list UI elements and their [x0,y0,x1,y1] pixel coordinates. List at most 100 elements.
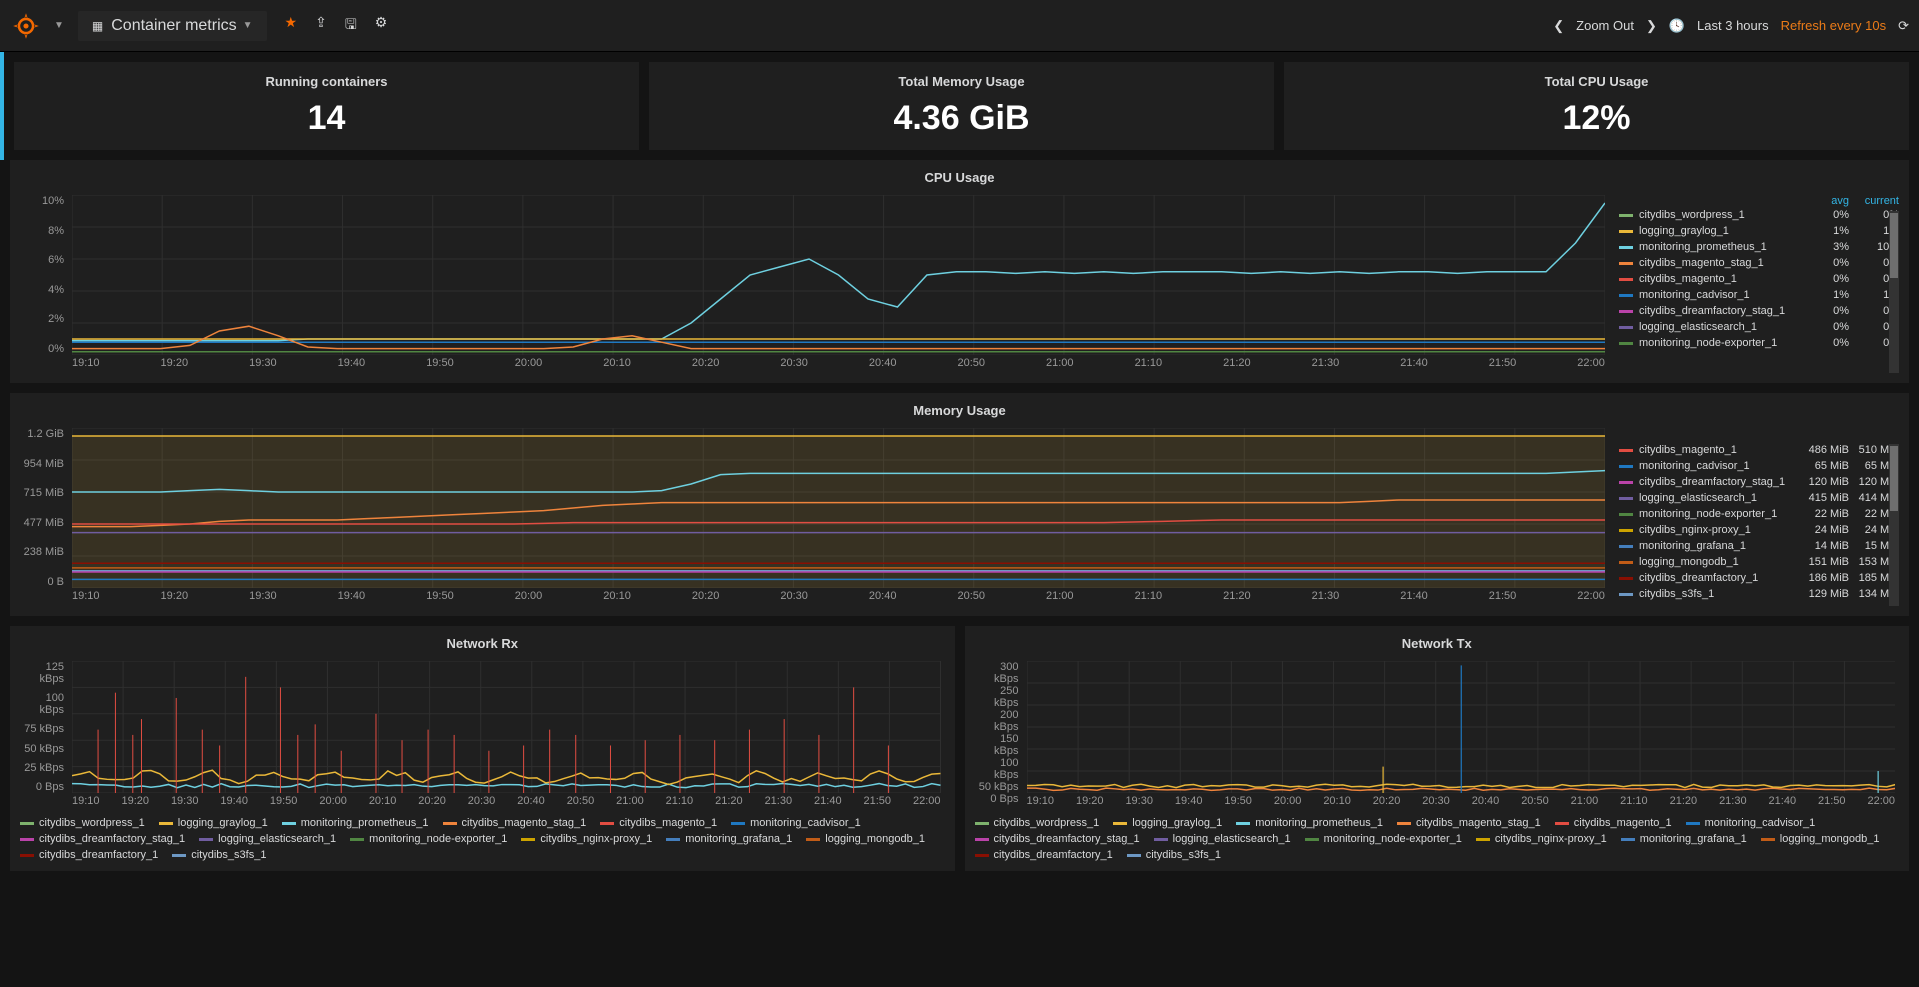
panel-title: Memory Usage [20,403,1899,418]
chart-plot[interactable] [72,661,941,793]
stat-value: 4.36 GiB [661,99,1262,138]
panel-title: Total CPU Usage [1296,74,1897,89]
legend-item[interactable]: citydibs_wordpress_10%0% [1619,207,1899,223]
legend-item[interactable]: citydibs_s3fs_1 [1127,849,1221,861]
zoom-next-icon[interactable]: ❯ [1646,18,1657,34]
settings-icon[interactable]: ⚙ [375,14,388,38]
legend-item[interactable]: logging_graylog_11%1% [1619,223,1899,239]
legend-item[interactable]: logging_graylog_1 [159,817,268,829]
legend-item[interactable]: monitoring_prometheus_1 [1236,817,1383,829]
legend-item[interactable]: monitoring_prometheus_1 [282,817,429,829]
panel-cpu-usage[interactable]: CPU Usage 10%8%6%4%2%0% 19:1019:2019:301… [10,160,1909,383]
scrollbar[interactable] [1889,211,1899,373]
panel-title: Running containers [26,74,627,89]
legend-item[interactable]: citydibs_s3fs_1 [172,849,266,861]
dashboard-title: Container metrics [111,17,236,35]
chart-plot[interactable] [1027,661,1896,793]
legend-item[interactable]: logging_mongodb_1 [806,833,925,845]
legend-item[interactable]: logging_elasticsearch_1415 MiB414 MiB [1619,490,1899,506]
legend-item[interactable]: monitoring_grafana_1 [666,833,792,845]
panel-title: Network Rx [20,636,945,651]
legend-item[interactable]: citydibs_wordpress_1 [20,817,145,829]
legend-item[interactable]: citydibs_magento_1 [600,817,717,829]
topbar: ▼ ▦ Container metrics ▼ ★ ⇪ 🖫 ⚙ ❮ Zoom O… [0,0,1919,52]
legend-item[interactable]: logging_elasticsearch_1 [199,833,336,845]
time-range-picker[interactable]: Last 3 hours [1697,18,1769,33]
panel-title: CPU Usage [20,170,1899,185]
legend-col-avg[interactable]: avg [1799,195,1849,207]
legend: avg current citydibs_wordpress_10%0%logg… [1619,195,1899,373]
legend-item[interactable]: citydibs_dreamfactory_stag_1120 MiB120 M… [1619,474,1899,490]
legend-item[interactable]: monitoring_node-exporter_1 [1305,833,1462,845]
legend-item[interactable]: monitoring_grafana_1 [1621,833,1747,845]
grafana-logo-icon[interactable] [10,10,42,42]
legend-item[interactable]: citydibs_magento_10%0% [1619,271,1899,287]
x-axis: 19:1019:2019:3019:4019:5020:0020:1020:20… [1027,795,1896,811]
legend-item[interactable]: logging_mongodb_1 [1761,833,1880,845]
legend-item[interactable]: citydibs_s3fs_1129 MiB134 MiB [1619,586,1899,602]
refresh-interval-picker[interactable]: Refresh every 10s [1781,18,1887,33]
legend-item[interactable]: monitoring_cadvisor_11%1% [1619,287,1899,303]
legend-item[interactable]: citydibs_nginx-proxy_1 [1476,833,1607,845]
zoom-out-button[interactable]: Zoom Out [1576,18,1634,33]
legend-item[interactable]: citydibs_dreamfactory_1 [975,849,1113,861]
legend-item[interactable]: citydibs_dreamfactory_stag_1 [20,833,185,845]
legend-item[interactable]: monitoring_cadvisor_1 [731,817,861,829]
legend: citydibs_wordpress_1logging_graylog_1mon… [975,817,1900,861]
stat-value: 12% [1296,99,1897,138]
panel-network-rx[interactable]: Network Rx 125 kBps100 kBps75 kBps50 kBp… [10,626,955,871]
panel-memory-usage[interactable]: Memory Usage 1.2 GiB954 MiB715 MiB477 Mi… [10,393,1909,616]
legend-item[interactable]: monitoring_cadvisor_1 [1686,817,1816,829]
share-icon[interactable]: ⇪ [315,14,327,38]
scrollbar[interactable] [1889,444,1899,606]
legend-item[interactable]: monitoring_node-exporter_1 [350,833,507,845]
legend-item[interactable]: logging_mongodb_1151 MiB153 MiB [1619,554,1899,570]
stat-total-cpu[interactable]: Total CPU Usage 12% [1284,62,1909,150]
legend-item[interactable]: logging_elasticsearch_1 [1154,833,1291,845]
legend-item[interactable]: monitoring_node-exporter_122 MiB22 MiB [1619,506,1899,522]
legend-item[interactable]: citydibs_nginx-proxy_124 MiB24 MiB [1619,522,1899,538]
legend-item[interactable]: logging_elasticsearch_10%0% [1619,319,1899,335]
legend-item[interactable]: citydibs_dreamfactory_1186 MiB185 MiB [1619,570,1899,586]
chart-plot[interactable] [72,428,1605,588]
chart-plot[interactable] [72,195,1605,355]
chevron-down-icon: ▼ [243,20,253,31]
x-axis: 19:1019:2019:3019:4019:5020:0020:1020:20… [72,795,941,811]
dashboard-picker[interactable]: ▦ Container metrics ▼ [78,11,267,41]
stat-value: 14 [26,99,627,138]
legend-item[interactable]: monitoring_node-exporter_10%0% [1619,335,1899,351]
y-axis: 125 kBps100 kBps75 kBps50 kBps25 kBps0 B… [20,661,70,793]
panel-title: Total Memory Usage [661,74,1262,89]
legend: citydibs_wordpress_1logging_graylog_1mon… [20,817,945,861]
panel-network-tx[interactable]: Network Tx 300 kBps250 kBps200 kBps150 k… [965,626,1910,871]
legend-item[interactable]: citydibs_magento_1486 MiB510 MiB [1619,442,1899,458]
dashboard-grid-icon: ▦ [92,19,103,33]
legend-item[interactable]: monitoring_grafana_114 MiB15 MiB [1619,538,1899,554]
logo-dropdown-icon[interactable]: ▼ [54,20,64,31]
stat-running-containers[interactable]: Running containers 14 [14,62,639,150]
legend-item[interactable]: citydibs_magento_1 [1555,817,1672,829]
legend-item[interactable]: monitoring_prometheus_13%10% [1619,239,1899,255]
legend-item[interactable]: citydibs_nginx-proxy_1 [521,833,652,845]
legend-item[interactable]: logging_graylog_1 [1113,817,1222,829]
legend-col-current[interactable]: current [1849,195,1899,207]
y-axis: 1.2 GiB954 MiB715 MiB477 MiB238 MiB0 B [20,428,70,588]
star-icon[interactable]: ★ [285,14,298,38]
legend-item[interactable]: citydibs_dreamfactory_1 [20,849,158,861]
legend-item[interactable]: citydibs_dreamfactory_stag_1 [975,833,1140,845]
legend-item[interactable]: citydibs_magento_stag_1 [443,817,587,829]
legend-item[interactable]: monitoring_cadvisor_165 MiB65 MiB [1619,458,1899,474]
zoom-prev-icon[interactable]: ❮ [1553,18,1564,34]
legend-item[interactable]: citydibs_dreamfactory_stag_10%0% [1619,303,1899,319]
legend: citydibs_magento_1486 MiB510 MiBmonitori… [1619,428,1899,606]
stat-total-memory[interactable]: Total Memory Usage 4.36 GiB [649,62,1274,150]
refresh-icon[interactable]: ⟳ [1898,18,1909,34]
save-icon[interactable]: 🖫 [345,14,357,38]
legend-item[interactable]: citydibs_wordpress_1 [975,817,1100,829]
clock-icon: 🕓 [1669,18,1685,34]
panel-title: Network Tx [975,636,1900,651]
stats-row: Running containers 14 Total Memory Usage… [0,52,1919,160]
legend-item[interactable]: citydibs_magento_stag_1 [1397,817,1541,829]
x-axis: 19:1019:2019:3019:4019:5020:0020:1020:20… [72,357,1605,373]
legend-item[interactable]: citydibs_magento_stag_10%0% [1619,255,1899,271]
